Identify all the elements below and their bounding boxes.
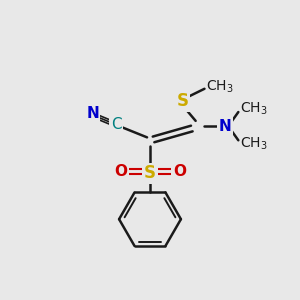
- Text: O: O: [173, 164, 186, 179]
- Text: C: C: [111, 117, 122, 132]
- Text: N: N: [86, 106, 99, 121]
- Text: O: O: [114, 164, 127, 179]
- Text: N: N: [219, 119, 232, 134]
- Text: S: S: [144, 164, 156, 182]
- Text: CH$_3$: CH$_3$: [240, 100, 267, 117]
- Text: CH$_3$: CH$_3$: [240, 136, 267, 152]
- Text: S: S: [176, 92, 188, 110]
- Text: CH$_3$: CH$_3$: [206, 78, 234, 94]
